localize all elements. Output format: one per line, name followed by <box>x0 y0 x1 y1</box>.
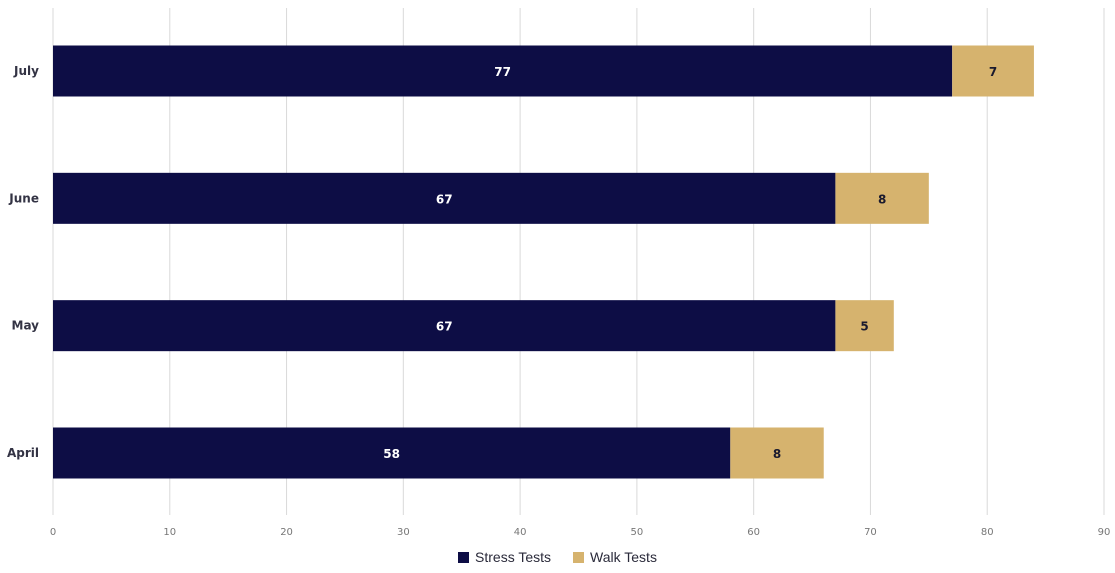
bar-walk-tests-june[interactable] <box>835 172 929 224</box>
bar-walk-tests-april[interactable] <box>730 427 824 479</box>
legend-item-stress-tests[interactable]: Stress Tests <box>458 549 551 565</box>
bar-walk-tests-may[interactable] <box>835 300 894 352</box>
legend-item-walk-tests[interactable]: Walk Tests <box>573 549 657 565</box>
x-tick-label: 40 <box>514 527 527 538</box>
x-tick-label: 0 <box>50 527 56 538</box>
legend-label-walk-tests: Walk Tests <box>590 549 657 565</box>
bars <box>53 45 1034 479</box>
data-label: 67 <box>436 320 453 334</box>
data-label: 7 <box>989 65 997 79</box>
x-tick-label: 20 <box>280 527 293 538</box>
x-tick-label: 30 <box>397 527 410 538</box>
data-label: 8 <box>878 192 886 206</box>
category-label-july: July <box>13 64 39 78</box>
x-tick-label: 10 <box>163 527 176 538</box>
bar-stress-tests-may[interactable] <box>53 300 836 352</box>
x-axis-ticks: 0 10 20 30 40 50 60 70 80 90 <box>50 527 1111 538</box>
bar-stress-tests-july[interactable] <box>53 45 953 97</box>
legend-label-stress-tests: Stress Tests <box>475 549 552 565</box>
data-label: 58 <box>383 447 400 461</box>
x-tick-label: 60 <box>747 527 760 538</box>
x-tick-label: 50 <box>631 527 644 538</box>
x-tick-label: 90 <box>1098 527 1111 538</box>
x-tick-label: 70 <box>864 527 877 538</box>
data-label: 5 <box>860 320 868 334</box>
legend-swatch-walk-tests <box>573 551 585 563</box>
legend-swatch-stress-tests <box>458 551 470 563</box>
data-label: 8 <box>773 447 781 461</box>
x-tick-label: 80 <box>981 527 994 538</box>
data-label: 67 <box>436 192 453 206</box>
data-labels: 77 767 867 558 8 <box>383 65 997 461</box>
category-label-may: May <box>12 319 40 333</box>
y-axis-categories: July June May April <box>7 64 39 460</box>
category-label-april: April <box>7 446 39 460</box>
data-label: 77 <box>494 65 511 79</box>
legend: Stress Tests Walk Tests <box>0 549 1115 565</box>
bar-stress-tests-june[interactable] <box>53 172 836 224</box>
bar-stress-tests-april[interactable] <box>53 427 731 479</box>
bar-walk-tests-july[interactable] <box>952 45 1034 97</box>
category-label-june: June <box>8 191 39 205</box>
